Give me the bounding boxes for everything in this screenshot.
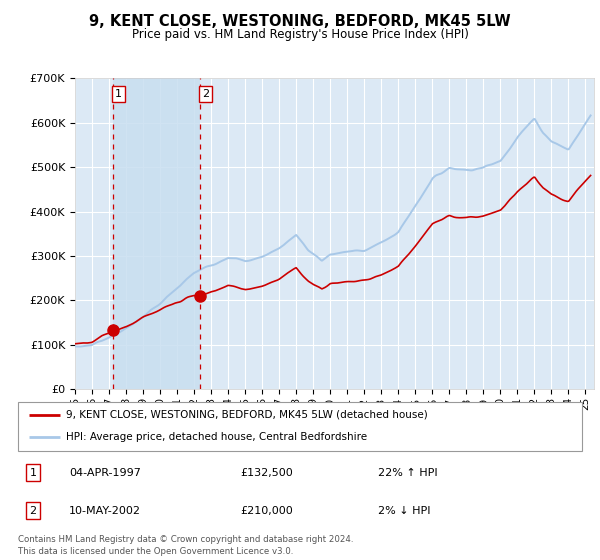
- Text: 1: 1: [115, 89, 122, 99]
- FancyBboxPatch shape: [18, 402, 582, 451]
- Text: 2: 2: [202, 89, 209, 99]
- Text: 22% ↑ HPI: 22% ↑ HPI: [378, 468, 437, 478]
- Text: 2% ↓ HPI: 2% ↓ HPI: [378, 506, 431, 516]
- Text: £132,500: £132,500: [240, 468, 293, 478]
- Text: 10-MAY-2002: 10-MAY-2002: [69, 506, 141, 516]
- Text: 04-APR-1997: 04-APR-1997: [69, 468, 141, 478]
- Bar: [113, 78, 200, 389]
- Text: Contains HM Land Registry data © Crown copyright and database right 2024.
This d: Contains HM Land Registry data © Crown c…: [18, 535, 353, 556]
- Text: HPI: Average price, detached house, Central Bedfordshire: HPI: Average price, detached house, Cent…: [66, 432, 367, 442]
- Text: 1: 1: [29, 468, 37, 478]
- Text: Price paid vs. HM Land Registry's House Price Index (HPI): Price paid vs. HM Land Registry's House …: [131, 28, 469, 41]
- Text: £210,000: £210,000: [240, 506, 293, 516]
- Text: 9, KENT CLOSE, WESTONING, BEDFORD, MK45 5LW (detached house): 9, KENT CLOSE, WESTONING, BEDFORD, MK45 …: [66, 410, 428, 420]
- Text: 2: 2: [29, 506, 37, 516]
- Text: 9, KENT CLOSE, WESTONING, BEDFORD, MK45 5LW: 9, KENT CLOSE, WESTONING, BEDFORD, MK45 …: [89, 14, 511, 29]
